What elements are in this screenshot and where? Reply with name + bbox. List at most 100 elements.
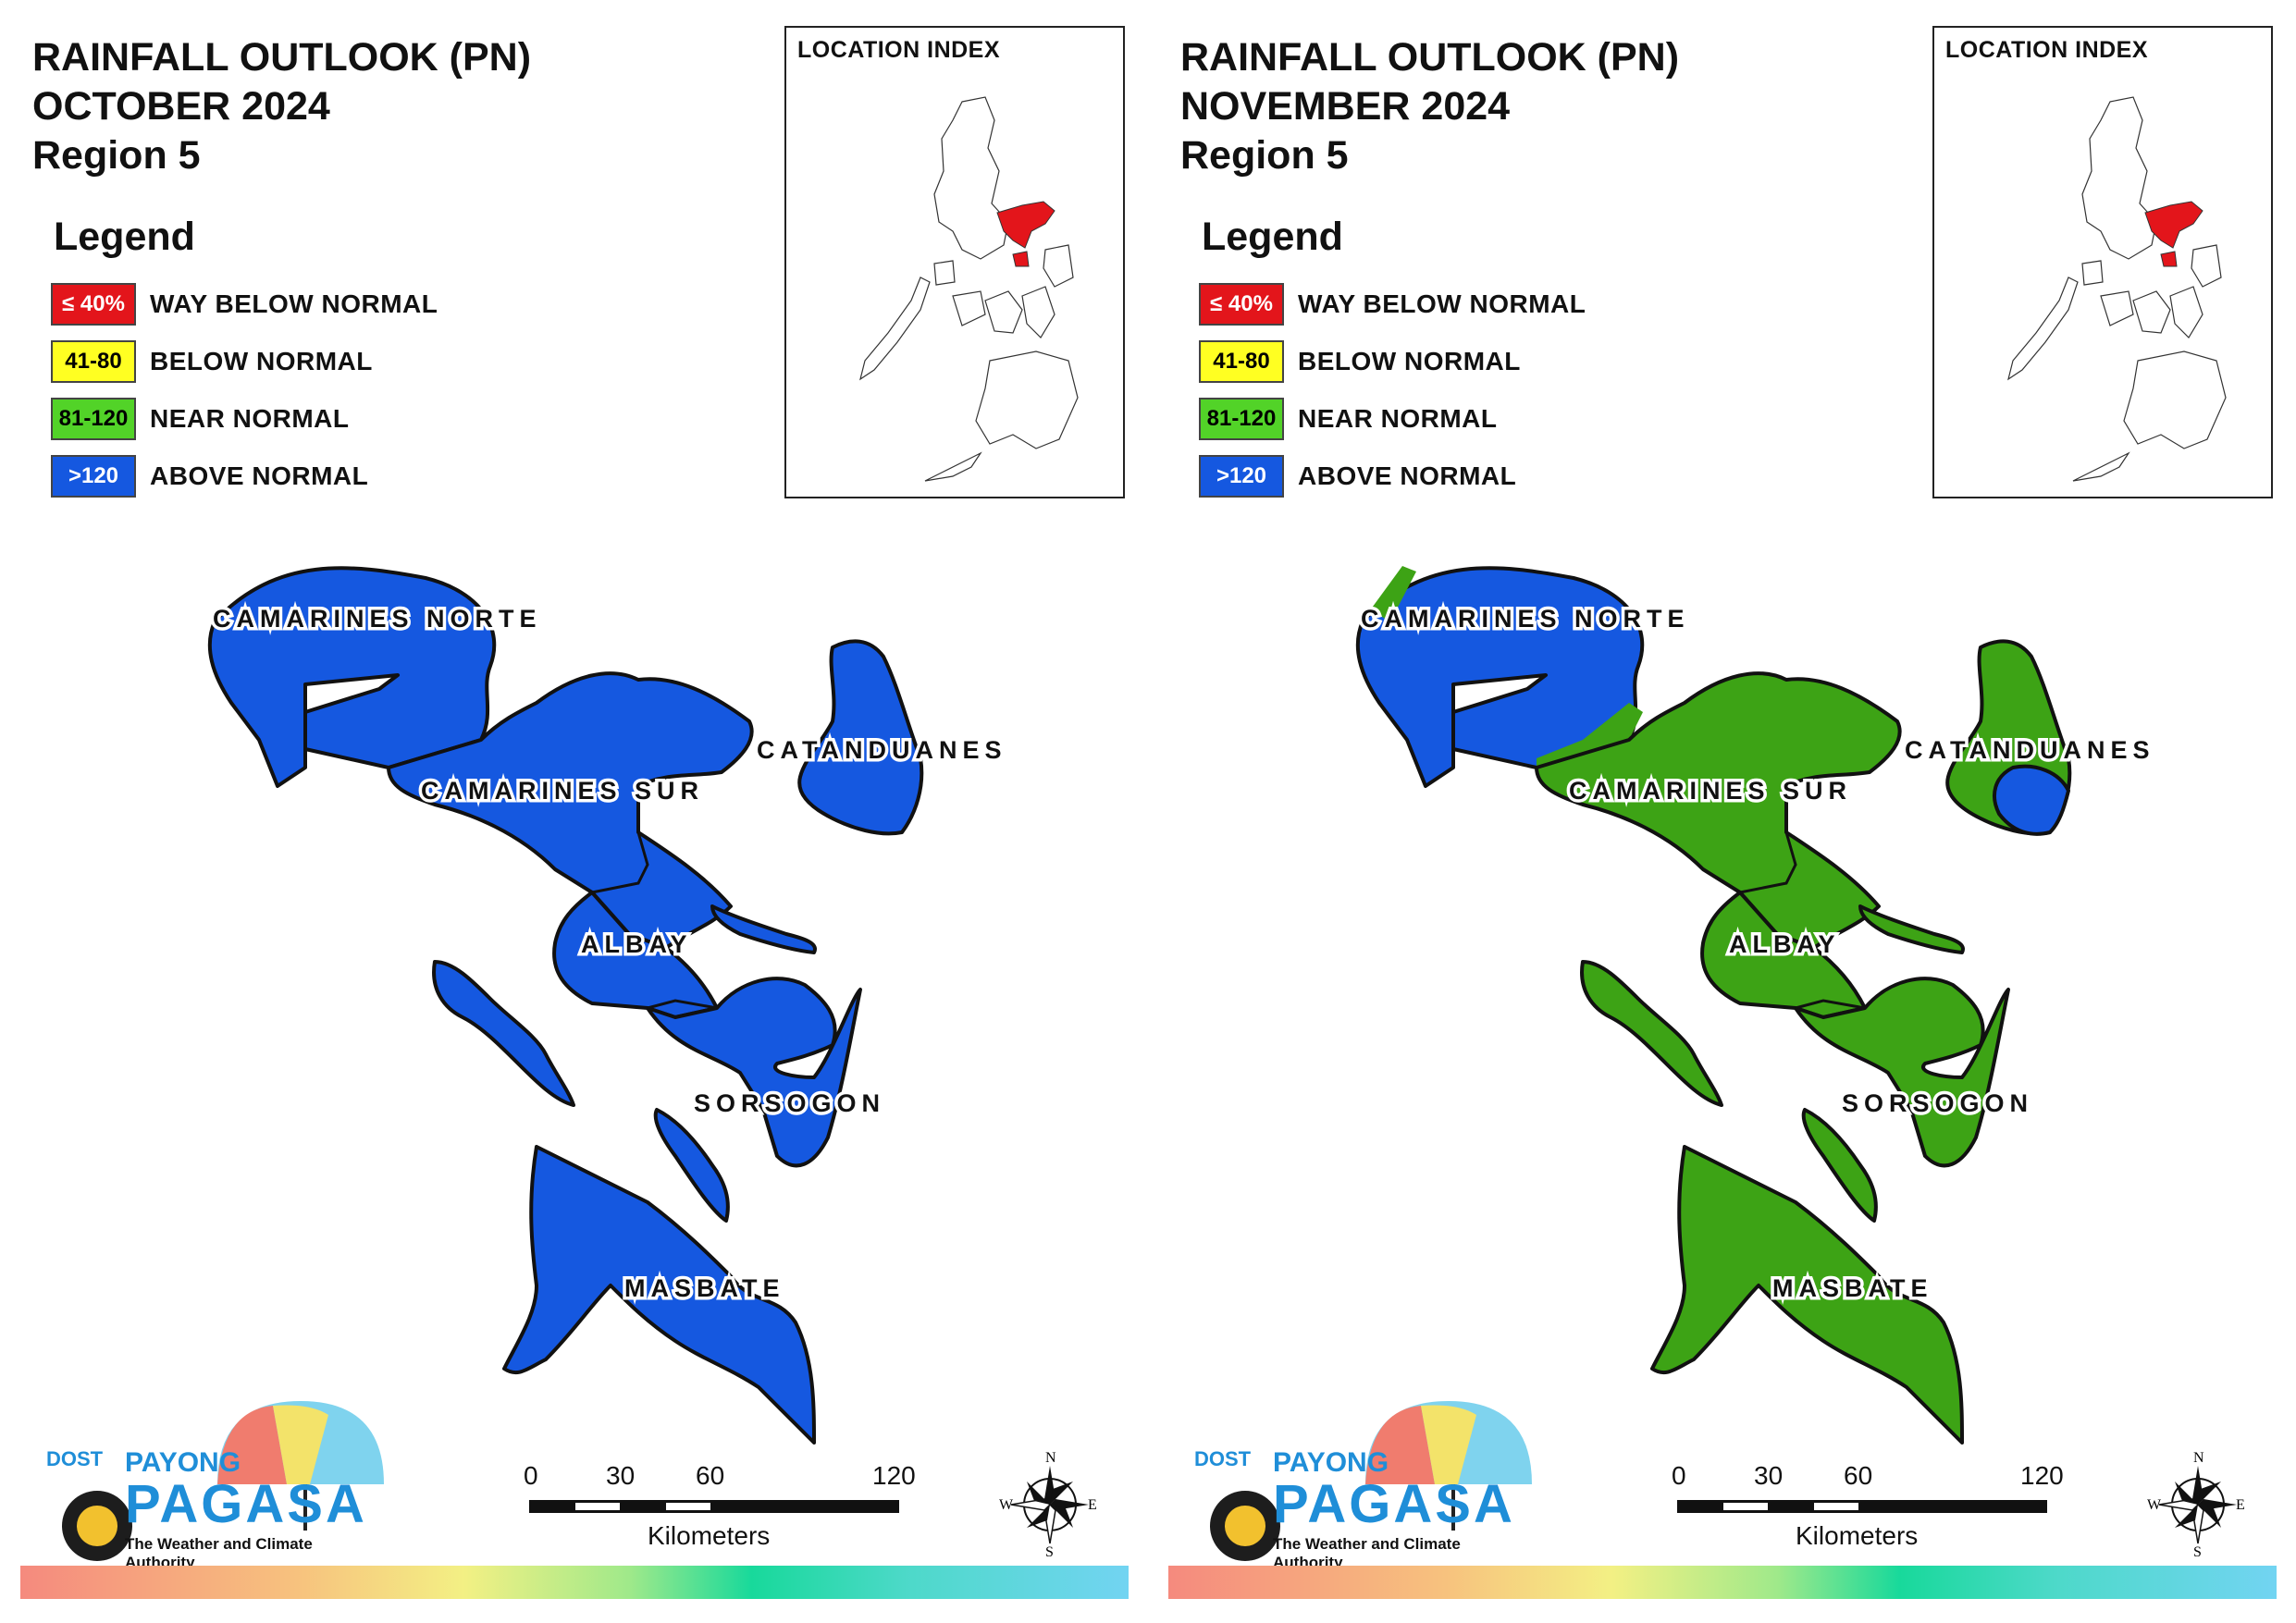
legend-item-near: 81-120 NEAR NORMAL [1199,397,1586,441]
label-albay: ALBAY [581,930,693,958]
province-camarines-norte [207,566,497,788]
compass-rose-icon: N S W E [999,1450,1097,1558]
inset-samar [2191,244,2222,288]
province-albay [552,891,719,1019]
map-title: RAINFALL OUTLOOK (PN) OCTOBER 2024 Regio… [32,33,531,180]
title-line-1: RAINFALL OUTLOOK (PN) [32,35,532,80]
island-rapu-rapu [1858,904,1965,954]
pagasa-logo: DOST PAYONG PAGASA The Weather and Clima… [32,1392,384,1571]
legend-item-below: 41-80 BELOW NORMAL [51,339,438,384]
label-camarines-norte: CAMARINES NORTE [213,605,542,633]
province-masbate [1650,1145,1964,1445]
logo-dost: DOST [46,1447,104,1470]
inset-bicol-highlight [996,201,1055,249]
legend-label-near: NEAR NORMAL [1298,404,1498,433]
inset-mindoro [2081,260,2104,286]
province-camarines-norte [1355,566,1645,788]
scale-bar-graphic [1677,1500,2047,1513]
label-camarines-sur: CAMARINES SUR [421,777,704,805]
label-masbate: MASBATE [624,1274,785,1302]
boundary-albay-sorsogon [647,999,718,1010]
label-albay: ALBAY [1729,930,1841,958]
label-sorsogon: SORSOGON [1842,1089,2033,1117]
logo-payong: PAYONG [1273,1447,1389,1478]
scale-tick-0: 0 [524,1461,538,1490]
province-sorsogon [646,977,862,1168]
color-gradient-bar [1168,1566,2277,1599]
compass-s: S [1045,1544,1054,1558]
legend-label-way-below: WAY BELOW NORMAL [1298,289,1586,318]
legend-label-below: BELOW NORMAL [150,347,373,375]
compass-w: W [2147,1497,2162,1513]
title-month: OCTOBER 2024 [32,84,330,129]
scale-unit: Kilometers [648,1521,771,1550]
inset-title: LOCATION INDEX [797,37,1001,63]
inset-masbate-highlight [1012,251,1030,267]
inset-sulu [924,451,982,482]
inset-samar [1043,244,1074,288]
scale-unit: Kilometers [1796,1521,1919,1550]
island-ticao [653,1108,730,1223]
legend-label-above: ABOVE NORMAL [150,461,369,490]
logo-dost: DOST [1194,1447,1252,1470]
compass-e: E [2236,1497,2245,1513]
legend-label-way-below: WAY BELOW NORMAL [150,289,438,318]
label-sorsogon: SORSOGON [694,1089,885,1117]
legend-title: Legend [1202,215,1343,259]
map-title: RAINFALL OUTLOOK (PN) NOVEMBER 2024 Regi… [1180,33,1679,180]
title-month: NOVEMBER 2024 [1180,84,1511,129]
inset-palawan [2007,277,2079,381]
title-line-1: RAINFALL OUTLOOK (PN) [1180,35,1680,80]
scale-tick-30: 30 [1754,1461,1784,1490]
logo-payong: PAYONG [125,1447,241,1478]
legend-label-below: BELOW NORMAL [1298,347,1521,375]
legend: Legend ≤ 40% WAY BELOW NORMAL 41-80 BELO… [51,215,438,511]
province-masbate [502,1145,816,1445]
camarines-norte-near-west [1370,566,1416,621]
philippines-inset-map [2007,96,2227,482]
legend-item-below: 41-80 BELOW NORMAL [1199,339,1586,384]
island-ticao [1801,1108,1878,1223]
inset-sulu [2072,451,2130,482]
scale-tick-60: 60 [1844,1461,1873,1490]
region-5-map-november: CAMARINES NORTE CAMARINES SUR CATANDUANE… [1355,566,2153,1445]
legend-item-way-below: ≤ 40% WAY BELOW NORMAL [1199,282,1586,326]
inset-luzon [2081,96,2157,260]
legend-item-above: >120 ABOVE NORMAL [51,454,438,498]
label-camarines-norte: CAMARINES NORTE [1361,605,1690,633]
inset-visayas-1 [984,290,1023,334]
inset-mindanao [975,350,1079,449]
legend-swatch-way-below: ≤ 40% [1199,283,1284,326]
inset-title: LOCATION INDEX [1945,37,2149,63]
legend-swatch-way-below: ≤ 40% [51,283,136,326]
boundary-albay-sorsogon [1795,999,1866,1010]
boundary-camsur-albay [1739,831,1797,894]
legend-swatch-above: >120 [1199,455,1284,498]
inset-mindanao [2123,350,2227,449]
scale-tick-120: 120 [872,1461,916,1490]
location-index-inset: LOCATION INDEX [784,26,1125,498]
province-camarines-sur [387,671,754,950]
title-region: Region 5 [32,133,201,178]
inset-mindoro [933,260,956,286]
scale-tick-0: 0 [1672,1461,1686,1490]
label-catanduanes: CATANDUANES [757,736,1007,764]
payong-umbrella-icon [1210,1401,1532,1561]
legend-swatch-below: 41-80 [51,340,136,383]
compass-w: W [999,1497,1014,1513]
province-camarines-sur [1535,671,1902,950]
compass-n: N [1045,1450,1056,1466]
legend-swatch-below: 41-80 [1199,340,1284,383]
legend-label-near: NEAR NORMAL [150,404,350,433]
region-5-map-october: CAMARINES NORTE CAMARINES SUR CATANDUANE… [207,566,1007,1445]
scale-bar: 0 30 60 120 Kilometers [518,1461,925,1554]
outlook-panel-october: RAINFALL OUTLOOK (PN) OCTOBER 2024 Regio… [20,26,1129,1599]
legend-item-above: >120 ABOVE NORMAL [1199,454,1586,498]
legend-item-near: 81-120 NEAR NORMAL [51,397,438,441]
label-masbate: MASBATE [1772,1274,1933,1302]
location-index-inset: LOCATION INDEX [1932,26,2273,498]
pagasa-logo: DOST PAYONG PAGASA The Weather and Clima… [1180,1392,1532,1571]
logo-pagasa: PAGASA [1273,1474,1515,1534]
inset-visayas-2 [2169,286,2203,338]
scale-tick-60: 60 [696,1461,725,1490]
